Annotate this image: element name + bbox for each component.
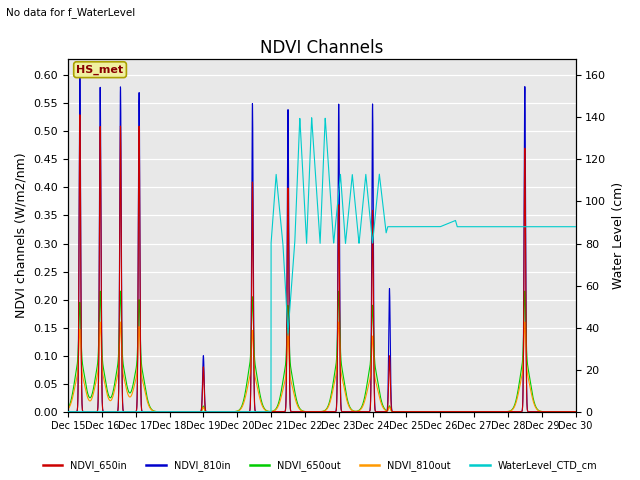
Y-axis label: NDVI channels (W/m2/nm): NDVI channels (W/m2/nm) (15, 152, 28, 318)
Y-axis label: Water Level (cm): Water Level (cm) (612, 181, 625, 288)
Legend: NDVI_650in, NDVI_810in, NDVI_650out, NDVI_810out, WaterLevel_CTD_cm: NDVI_650in, NDVI_810in, NDVI_650out, NDV… (39, 456, 601, 475)
Text: No data for f_WaterLevel: No data for f_WaterLevel (6, 7, 136, 18)
Title: NDVI Channels: NDVI Channels (260, 39, 383, 57)
Text: HS_met: HS_met (77, 65, 124, 75)
